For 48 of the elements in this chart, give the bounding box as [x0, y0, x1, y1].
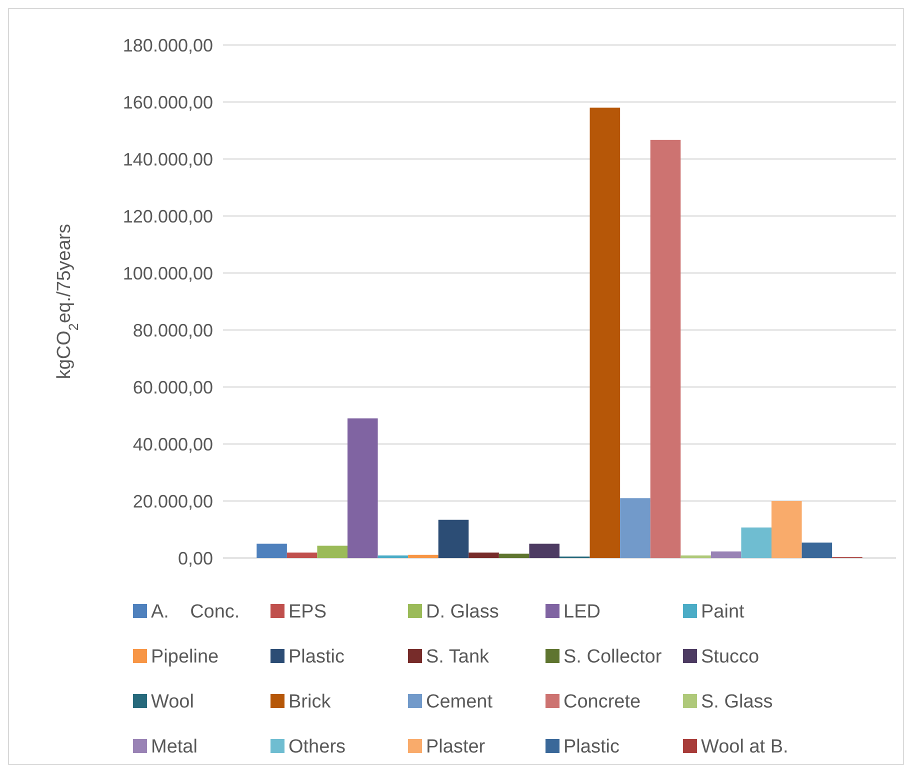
bar: [680, 555, 711, 558]
legend-label: Others: [288, 736, 346, 758]
bar: [529, 544, 560, 558]
bar: [590, 108, 620, 558]
legend-label: Concrete: [564, 692, 641, 713]
bar: [317, 546, 348, 558]
legend-label: Paint: [701, 602, 746, 623]
bar: [256, 544, 287, 558]
legend-label: Cement: [426, 692, 494, 713]
bar: [498, 554, 530, 558]
legend-label: EPS: [288, 602, 327, 623]
y-tick-label: 80.000,00: [132, 320, 213, 340]
y-tick-label: 100.000,00: [122, 263, 213, 284]
legend-label: Stucco: [701, 646, 760, 668]
legend-label: S. Tank: [426, 646, 490, 668]
legend-label: S. Glass: [701, 692, 773, 713]
legend-label: Plastic: [288, 646, 344, 668]
y-tick-label: 0,00: [178, 548, 213, 568]
bar: [286, 552, 318, 558]
legend-label: Brick: [288, 692, 332, 713]
y-tick-label: 140.000,00: [122, 149, 213, 170]
y-tick-label: 120.000,00: [122, 206, 213, 226]
bar: [650, 140, 681, 558]
legend-label: Wool: [151, 692, 194, 713]
bar: [741, 528, 772, 558]
legend-label: D. Glass: [426, 602, 499, 623]
y-tick-label: 160.000,00: [122, 92, 213, 112]
legend-label: Metal: [151, 736, 198, 758]
bar: [468, 552, 499, 558]
bar: [408, 554, 438, 558]
y-tick-label: 20.000,00: [132, 491, 213, 512]
bar: [710, 551, 742, 558]
legend-label: Wool at B.: [701, 736, 788, 758]
bar: [802, 542, 832, 558]
legend-label: Pipeline: [151, 646, 219, 668]
legend-label: LED: [564, 602, 600, 623]
bar: [348, 418, 378, 558]
legend-label: A. Conc.: [151, 602, 240, 623]
bar: [378, 555, 408, 558]
y-tick-label: 180.000,00: [122, 35, 213, 56]
legend-label: Plaster: [426, 736, 486, 758]
bar: [620, 498, 650, 558]
bar: [771, 501, 802, 558]
y-tick-label: 60.000,00: [132, 377, 213, 398]
legend-label: S. Collector: [564, 646, 662, 668]
y-tick-label: 40.000,00: [132, 434, 213, 454]
bar: [438, 520, 469, 558]
legend-label: Plastic: [564, 736, 620, 758]
